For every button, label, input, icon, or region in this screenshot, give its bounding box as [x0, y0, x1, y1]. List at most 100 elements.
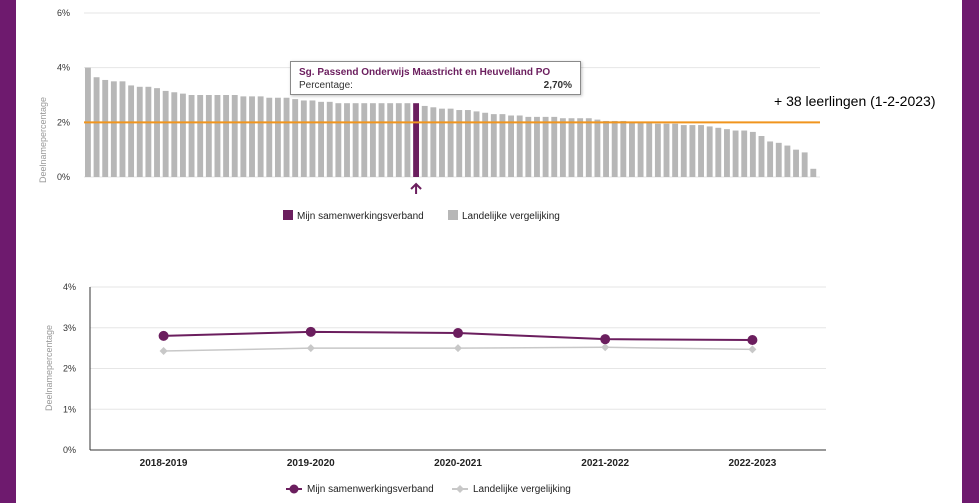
bar[interactable]: [464, 110, 471, 177]
bar[interactable]: [637, 122, 644, 177]
bar[interactable]: [197, 95, 204, 177]
bar[interactable]: [231, 95, 238, 177]
bar[interactable]: [300, 100, 307, 177]
bar[interactable]: [447, 108, 454, 177]
bar[interactable]: [344, 103, 350, 177]
series-point-highlight[interactable]: [747, 334, 758, 345]
bar[interactable]: [240, 96, 247, 177]
bar[interactable]: [369, 103, 376, 177]
bar[interactable]: [110, 81, 117, 177]
bar[interactable]: [551, 116, 558, 177]
bar[interactable]: [732, 130, 739, 177]
bar[interactable]: [188, 95, 195, 177]
bar[interactable]: [568, 118, 575, 177]
bar[interactable]: [266, 97, 273, 177]
bar[interactable]: [257, 96, 264, 177]
series-point-comparison[interactable]: [306, 344, 315, 353]
bar[interactable]: [274, 97, 281, 177]
bar[interactable]: [715, 127, 722, 177]
bar[interactable]: [352, 103, 359, 177]
bar[interactable]: [784, 145, 791, 177]
bar[interactable]: [93, 77, 100, 177]
bar[interactable]: [525, 116, 532, 177]
series-point-comparison[interactable]: [159, 346, 168, 355]
bar[interactable]: [767, 141, 774, 177]
series-point-comparison[interactable]: [748, 345, 757, 354]
bar[interactable]: [654, 123, 661, 177]
bar[interactable]: [620, 120, 627, 177]
bar[interactable]: [128, 85, 135, 177]
bar[interactable]: [793, 149, 799, 177]
bar[interactable]: [810, 168, 817, 177]
series-point-comparison[interactable]: [601, 343, 610, 352]
bar[interactable]: [326, 101, 333, 177]
bar[interactable]: [749, 131, 756, 177]
bar[interactable]: [801, 152, 808, 177]
series-point-highlight[interactable]: [158, 330, 169, 341]
bar[interactable]: [594, 119, 601, 177]
bar[interactable]: [421, 105, 428, 177]
series-point-highlight[interactable]: [453, 328, 463, 339]
bar[interactable]: [283, 97, 290, 177]
bar[interactable]: [508, 115, 515, 178]
bar[interactable]: [214, 95, 221, 177]
bar[interactable]: [490, 114, 497, 177]
bar[interactable]: [698, 125, 704, 177]
bar[interactable]: [516, 115, 523, 178]
bar[interactable]: [179, 93, 186, 177]
series-point-comparison[interactable]: [454, 344, 462, 353]
bar[interactable]: [136, 86, 143, 177]
bar[interactable]: [205, 95, 212, 177]
bar-highlight[interactable]: [413, 103, 420, 177]
bar[interactable]: [603, 120, 609, 177]
bar[interactable]: [611, 120, 618, 177]
line-y-tick-label: 1%: [63, 404, 76, 414]
bar[interactable]: [482, 112, 489, 177]
bar[interactable]: [499, 114, 506, 177]
bar[interactable]: [361, 103, 368, 177]
bar[interactable]: [335, 103, 342, 177]
bar[interactable]: [318, 101, 325, 177]
bar[interactable]: [646, 122, 653, 177]
bar[interactable]: [102, 79, 109, 177]
bar-chart-y-axis-label: Deelnamepercentage: [38, 97, 48, 183]
bar[interactable]: [145, 86, 152, 177]
bar[interactable]: [542, 116, 549, 177]
bar[interactable]: [672, 123, 679, 177]
series-point-highlight[interactable]: [600, 334, 611, 345]
bar[interactable]: [378, 103, 385, 177]
bar-tooltip: Sg. Passend Onderwijs Maastricht en Heuv…: [290, 61, 581, 95]
bar[interactable]: [387, 103, 394, 177]
bar[interactable]: [395, 103, 402, 177]
bar[interactable]: [292, 99, 299, 177]
bar[interactable]: [559, 118, 566, 177]
bar[interactable]: [456, 110, 463, 177]
bar[interactable]: [473, 111, 480, 177]
bar[interactable]: [404, 103, 411, 177]
bar[interactable]: [724, 129, 730, 177]
bar[interactable]: [439, 108, 445, 177]
bar[interactable]: [689, 125, 696, 177]
bar[interactable]: [162, 90, 169, 177]
bar[interactable]: [775, 142, 782, 177]
bar[interactable]: [154, 88, 160, 177]
series-point-highlight[interactable]: [305, 326, 316, 337]
bar[interactable]: [430, 107, 437, 177]
bar[interactable]: [171, 92, 178, 177]
bar[interactable]: [309, 100, 316, 177]
bar[interactable]: [706, 126, 713, 177]
bar[interactable]: [629, 122, 635, 177]
bar[interactable]: [249, 96, 255, 177]
bar-y-tick-label: 4%: [57, 63, 70, 73]
bar-chart-legend: Mijn samenwerkingsverband Landelijke ver…: [283, 210, 560, 222]
bar[interactable]: [119, 81, 126, 177]
legend-label-series-1: Mijn samenwerkingsverband: [307, 484, 434, 495]
bar[interactable]: [741, 130, 748, 177]
bar[interactable]: [223, 95, 230, 177]
bar[interactable]: [758, 136, 765, 177]
bar[interactable]: [534, 116, 540, 177]
bar[interactable]: [680, 125, 687, 177]
bar[interactable]: [577, 118, 584, 177]
bar[interactable]: [663, 123, 670, 177]
bar[interactable]: [585, 118, 592, 177]
